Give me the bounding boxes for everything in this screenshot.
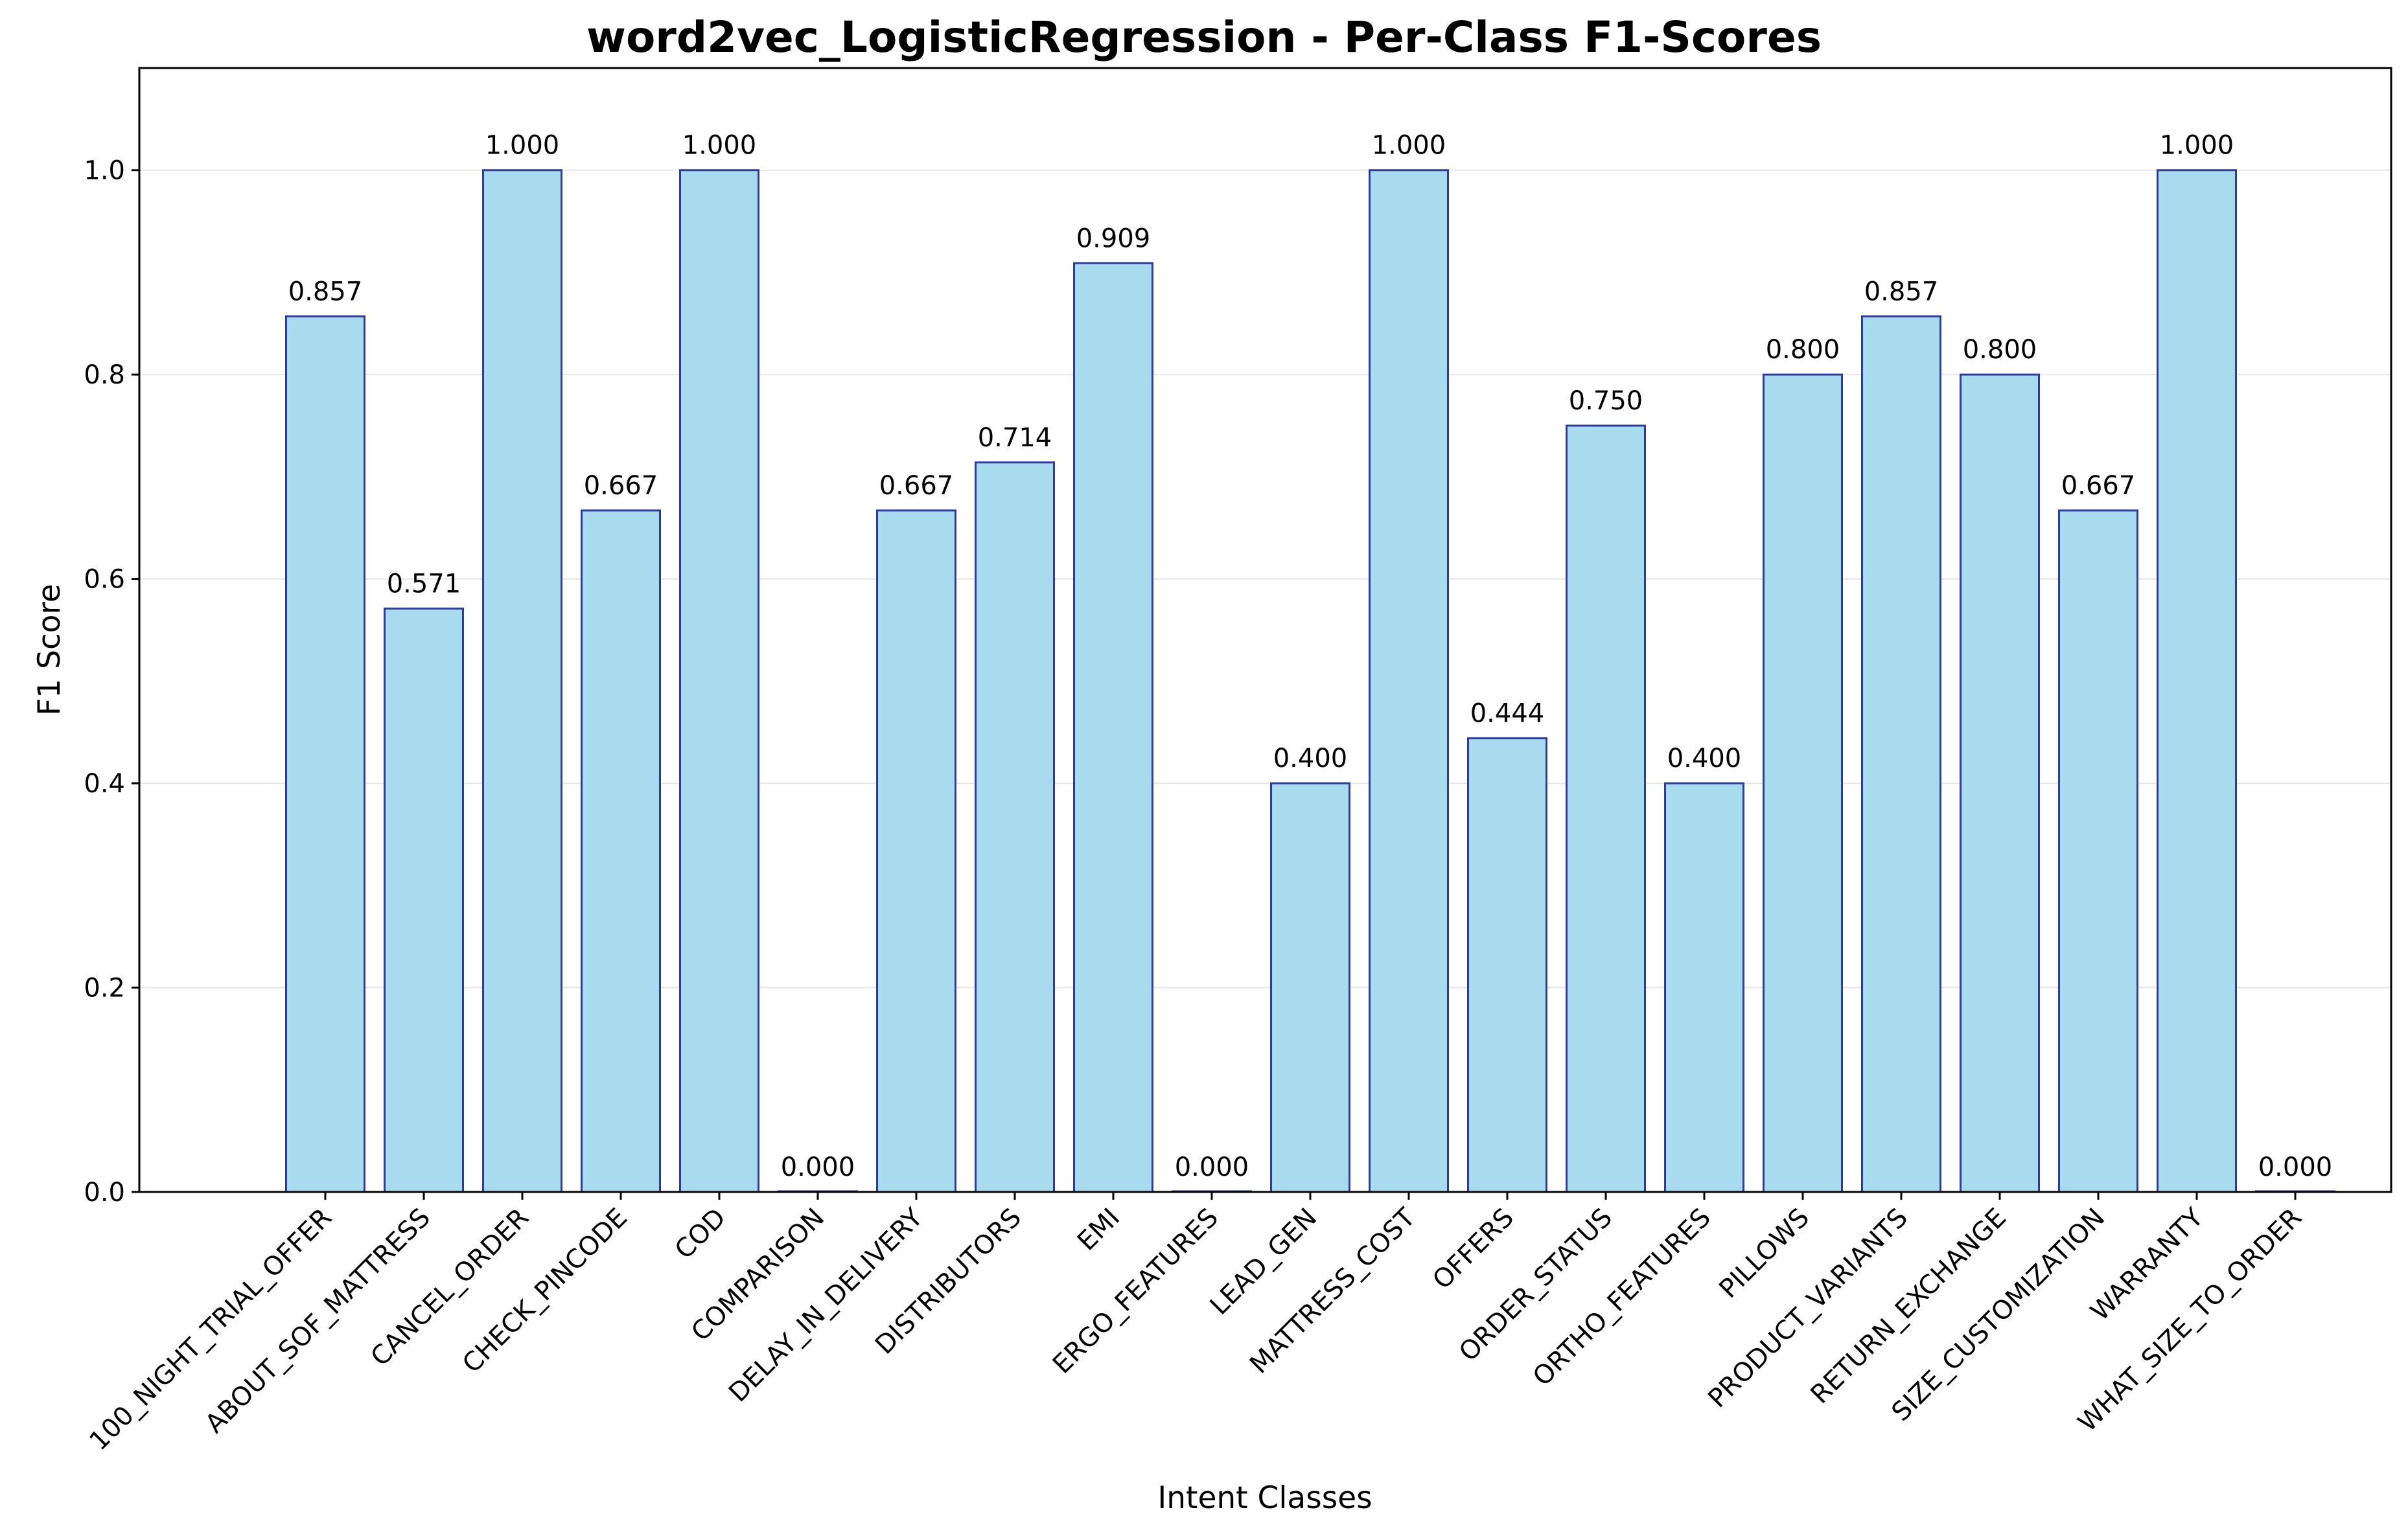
data-label: 0.400 — [1273, 744, 1348, 773]
data-label: 0.800 — [1963, 335, 2037, 365]
bar-size-customization — [2058, 509, 2138, 1193]
data-labels: 0.857 0.571 1.000 0.667 1.000 0.000 0.667 0.714… — [288, 131, 2333, 1182]
bar-order-status — [1566, 424, 1646, 1193]
bar-cancel-order — [482, 169, 562, 1193]
bar-lead-gen — [1270, 782, 1350, 1193]
data-label: 0.571 — [387, 569, 461, 599]
bar-check-pincode — [581, 509, 661, 1193]
data-label: 0.000 — [781, 1152, 855, 1182]
data-label: 0.667 — [879, 471, 954, 501]
data-label: 1.000 — [682, 131, 757, 161]
bar-ortho-features — [1664, 782, 1744, 1193]
bar-mattress-cost — [1369, 169, 1449, 1193]
bar-100-night-trial-offer — [285, 315, 365, 1193]
y-tick-label: 0.4 — [84, 769, 125, 799]
y-tick-label: 0.0 — [84, 1178, 125, 1208]
data-label: 0.714 — [978, 423, 1052, 453]
data-label: 0.909 — [1076, 223, 1151, 253]
data-label: 0.400 — [1667, 744, 1742, 773]
bar-delay-in-delivery — [876, 509, 956, 1193]
data-label: 0.750 — [1569, 386, 1643, 416]
bar-warranty — [2157, 169, 2237, 1193]
x-axis-label: Intent Classes — [1157, 1480, 1372, 1516]
y-axis-label: F1 Score — [32, 584, 67, 716]
data-label: 1.000 — [2160, 131, 2234, 161]
data-label: 1.000 — [1372, 131, 1446, 161]
bar-cod — [679, 169, 759, 1193]
bars — [285, 169, 2335, 1193]
bar-about-sof-mattress — [384, 607, 464, 1193]
y-tick-label: 0.6 — [84, 565, 125, 595]
chart-title: word2vec_LogisticRegression - Per-Class … — [586, 12, 1822, 62]
y-tick-label: 1.0 — [84, 156, 125, 186]
y-tick-label: 0.2 — [84, 974, 125, 1003]
data-label: 0.444 — [1470, 699, 1545, 729]
bar-product-variants — [1861, 315, 1941, 1193]
bar-offers — [1467, 737, 1547, 1193]
data-label: 0.000 — [2258, 1152, 2333, 1182]
data-label: 0.667 — [584, 471, 658, 501]
y-axis-ticks: 0.0 0.2 0.4 0.6 0.8 1.0 — [84, 156, 139, 1208]
bar-pillows — [1763, 373, 1843, 1193]
plot-frame — [138, 67, 2392, 1193]
data-label: 0.800 — [1766, 335, 1840, 365]
bar-return-exchange — [1960, 373, 2040, 1193]
bar-emi — [1073, 262, 1153, 1193]
data-label: 0.857 — [288, 277, 363, 306]
data-label: 1.000 — [485, 131, 560, 161]
y-tick-label: 0.8 — [84, 360, 125, 390]
data-label: 0.667 — [2061, 471, 2136, 501]
data-label: 0.857 — [1864, 277, 1939, 306]
data-label: 0.000 — [1175, 1152, 1249, 1182]
bar-distributors — [975, 461, 1055, 1193]
